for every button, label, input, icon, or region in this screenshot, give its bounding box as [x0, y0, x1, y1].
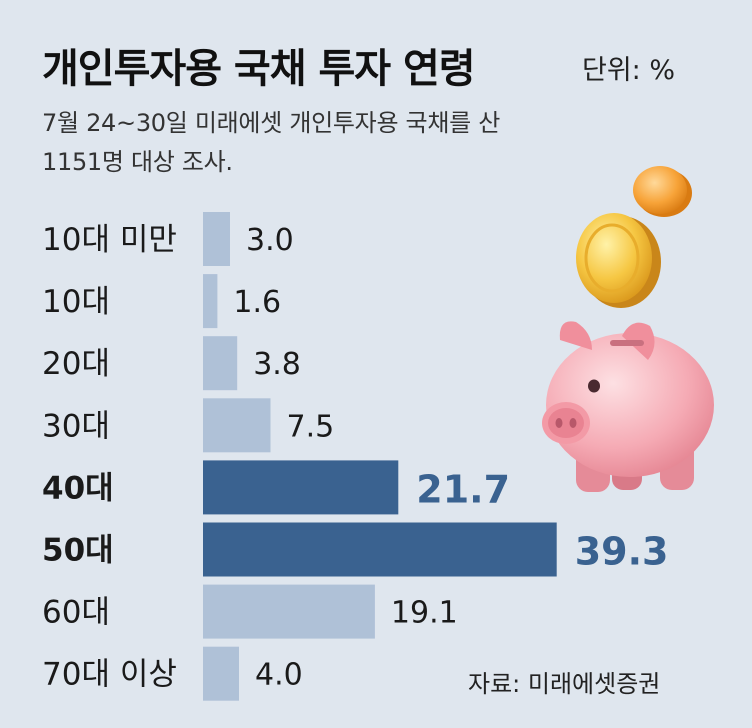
bar: [203, 584, 375, 639]
bar: [203, 336, 238, 391]
category-label: 60대: [42, 595, 110, 631]
value-label: 3.0: [246, 223, 294, 258]
category-label: 40대: [42, 470, 114, 506]
category-label: 70대 이상: [42, 657, 177, 693]
bar: [203, 460, 399, 515]
chart-subtitle-line-2: 1151명 대상 조사.: [42, 148, 233, 176]
bar: [203, 522, 557, 577]
value-label: 39.3: [575, 530, 669, 574]
bar-series: 10대 미만 3.0 10대 1.6 20대 3.8 30대 7.5 40대 21.7 50대 39.…: [42, 212, 668, 701]
value-label: 19.1: [391, 596, 458, 631]
value-label: 21.7: [416, 467, 510, 511]
bar: [203, 212, 230, 266]
source-note: 자료: 미래에셋증권: [468, 670, 661, 698]
category-label: 20대: [42, 346, 110, 382]
category-label: 10대: [42, 284, 110, 320]
value-label: 7.5: [287, 409, 335, 444]
category-label: 10대 미만: [42, 222, 177, 258]
bar: [203, 398, 271, 453]
chart-title: 개인투자용 국채 투자 연령: [42, 46, 476, 92]
bar: [203, 274, 218, 329]
chart-subtitle-line-1: 7월 24~30일 미래에셋 개인투자용 국채를 산: [42, 109, 501, 137]
value-label: 3.8: [253, 347, 301, 382]
value-label: 1.6: [233, 285, 281, 320]
unit-label: 단위: %: [582, 55, 676, 86]
bar: [203, 646, 239, 701]
value-label: 4.0: [255, 658, 303, 693]
category-label: 30대: [42, 408, 110, 444]
category-label: 50대: [42, 533, 114, 569]
piggy-bank-with-coins-icon: [542, 166, 714, 492]
